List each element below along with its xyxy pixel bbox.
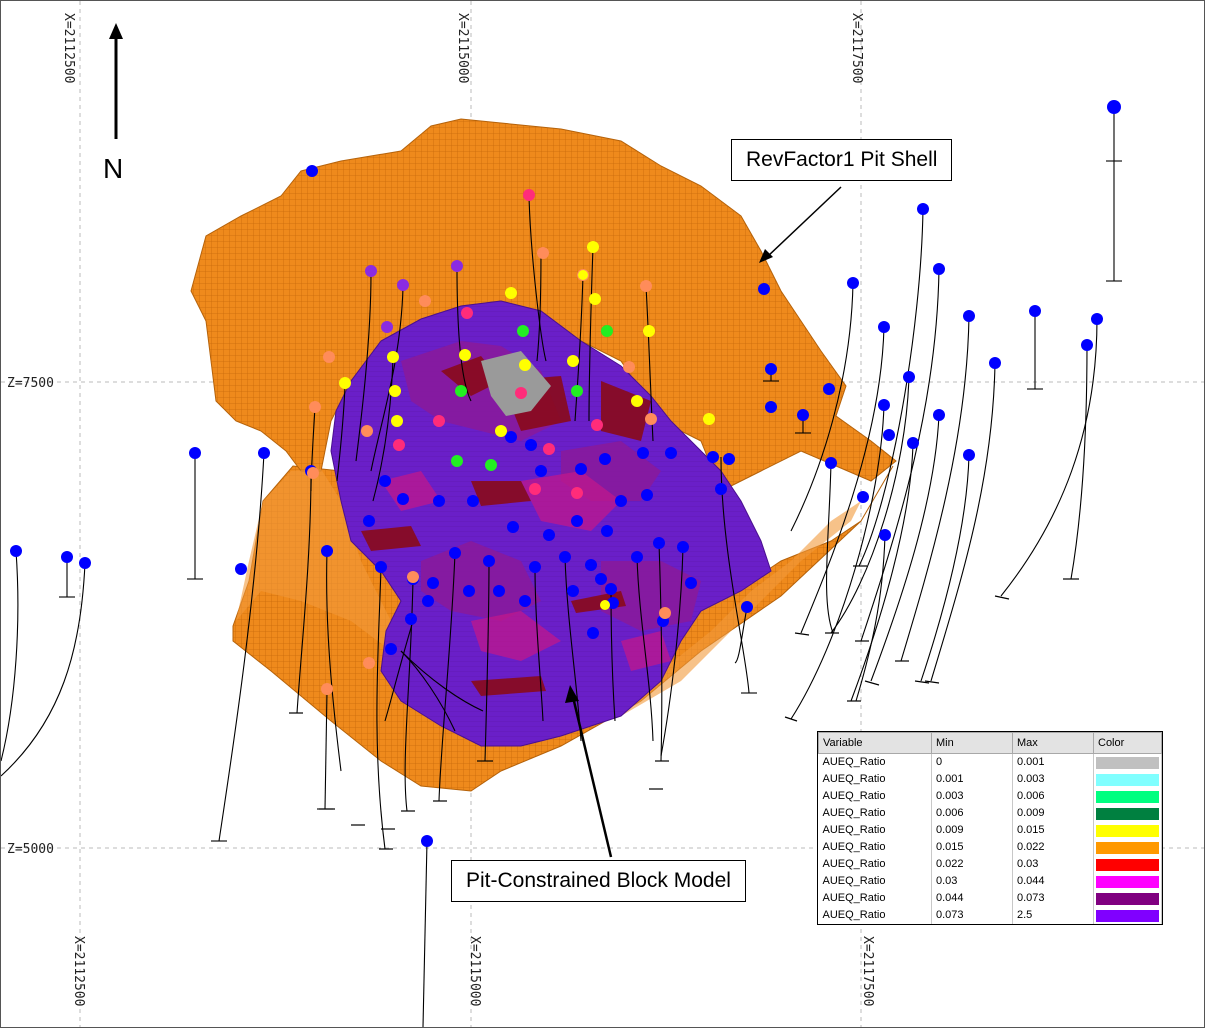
legend-header-color: Color [1093,732,1162,754]
end-of-hole-ticks [289,565,1079,850]
north-label: N [103,153,124,184]
legend-cell-min: 0.015 [931,839,1013,856]
legend-cell-max: 0.022 [1012,839,1094,856]
legend-color-swatch [1093,873,1162,890]
legend-header-row: Variable Min Max Color [818,732,1162,754]
legend-cell-max: 0.001 [1012,753,1094,771]
collars-pink [393,189,603,499]
legend-cell-variable: AUEQ_Ratio [818,839,932,856]
legend-cell-max: 0.003 [1012,771,1094,788]
legend-cell-variable: AUEQ_Ratio [818,753,932,771]
legend-rows: AUEQ_Ratio 0 0.001 AUEQ_Ratio 0.001 0.003 AUEQ… [818,753,1162,924]
z-label-7500: Z=7500 [7,376,54,391]
z-label-5000: Z=5000 [7,842,54,857]
legend-row: AUEQ_Ratio 0.006 0.009 [818,805,1162,822]
legend-row: AUEQ_Ratio 0.015 0.022 [818,839,1162,856]
block-model-arrow [571,696,613,858]
legend-cell-variable: AUEQ_Ratio [818,907,932,924]
legend-cell-min: 0.006 [931,805,1013,822]
collars-orange [307,247,671,695]
x-label-bottom-1: X=2112500 [71,936,86,1006]
legend-cell-min: 0.001 [931,771,1013,788]
drillhole-traces [1,109,1122,1027]
legend-color-swatch [1093,907,1162,924]
legend-cell-min: 0.03 [931,873,1013,890]
block-model-grey-zone [481,351,551,416]
color-legend: Variable Min Max Color AUEQ_Ratio 0 0.001 A… [817,731,1163,925]
legend-row: AUEQ_Ratio 0.001 0.003 [818,771,1162,788]
block-model-purple-zones [401,341,701,631]
legend-cell-variable: AUEQ_Ratio [818,805,932,822]
callout-arrows [565,186,842,858]
legend-color-swatch [1093,890,1162,907]
block-model-red-zones [361,356,651,696]
legend-row: AUEQ_Ratio 0.044 0.073 [818,890,1162,907]
legend-cell-max: 0.009 [1012,805,1094,822]
legend-cell-min: 0.022 [931,856,1013,873]
legend-color-swatch [1093,788,1162,805]
legend-color-swatch [1093,753,1162,771]
collars-yellow [339,241,715,610]
pit-shell-arrow [766,186,842,258]
legend-row: AUEQ_Ratio 0.022 0.03 [818,856,1162,873]
x-label-bottom-2: X=2115000 [467,936,482,1006]
legend-color-swatch [1093,839,1162,856]
legend-table: Variable Min Max Color AUEQ_Ratio 0 0.001 A… [818,732,1162,924]
legend-cell-max: 0.006 [1012,788,1094,805]
legend-cell-max: 0.015 [1012,822,1094,839]
block-model-callout: Pit-Constrained Block Model [451,860,746,902]
legend-cell-min: 0.073 [931,907,1013,924]
legend-cell-min: 0 [931,753,1013,771]
legend-cell-variable: AUEQ_Ratio [818,771,932,788]
legend-cell-max: 0.044 [1012,873,1094,890]
legend-color-swatch [1093,856,1162,873]
legend-cell-variable: AUEQ_Ratio [818,822,932,839]
legend-header-max: Max [1012,732,1094,754]
grid-labels: X=2112500 X=2115000 X=2117500 X=2112500 … [7,13,875,1006]
legend-color-swatch [1093,805,1162,822]
legend-cell-variable: AUEQ_Ratio [818,788,932,805]
collars-blue [10,100,1121,847]
legend-row: AUEQ_Ratio 0.03 0.044 [818,873,1162,890]
legend-row: AUEQ_Ratio 0 0.001 [818,753,1162,771]
legend-color-swatch [1093,822,1162,839]
legend-header-min: Min [931,732,1013,754]
block-model-magenta-zones [381,471,671,671]
legend-cell-variable: AUEQ_Ratio [818,856,932,873]
x-label-top-2: X=2115000 [455,13,470,83]
legend-row: AUEQ_Ratio 0.009 0.015 [818,822,1162,839]
legend-cell-max: 0.073 [1012,890,1094,907]
x-label-top-3: X=2117500 [849,13,864,83]
x-label-bottom-3: X=2117500 [860,936,875,1006]
x-label-top-1: X=2112500 [61,13,76,83]
drillhole-collars [10,100,1121,847]
legend-cell-min: 0.003 [931,788,1013,805]
collars-violet [365,260,463,333]
legend-cell-max: 2.5 [1012,907,1094,924]
legend-row: AUEQ_Ratio 0.073 2.5 [818,907,1162,924]
legend-cell-max: 0.03 [1012,856,1094,873]
pit-shell-callout: RevFactor1 Pit Shell [731,139,953,181]
north-arrow-icon [109,23,123,139]
legend-cell-variable: AUEQ_Ratio [818,873,932,890]
legend-row: AUEQ_Ratio 0.003 0.006 [818,788,1162,805]
legend-color-swatch [1093,771,1162,788]
legend-cell-min: 0.009 [931,822,1013,839]
collars-green [451,325,613,471]
legend-cell-min: 0.044 [931,890,1013,907]
legend-cell-variable: AUEQ_Ratio [818,890,932,907]
legend-header-variable: Variable [818,732,932,754]
